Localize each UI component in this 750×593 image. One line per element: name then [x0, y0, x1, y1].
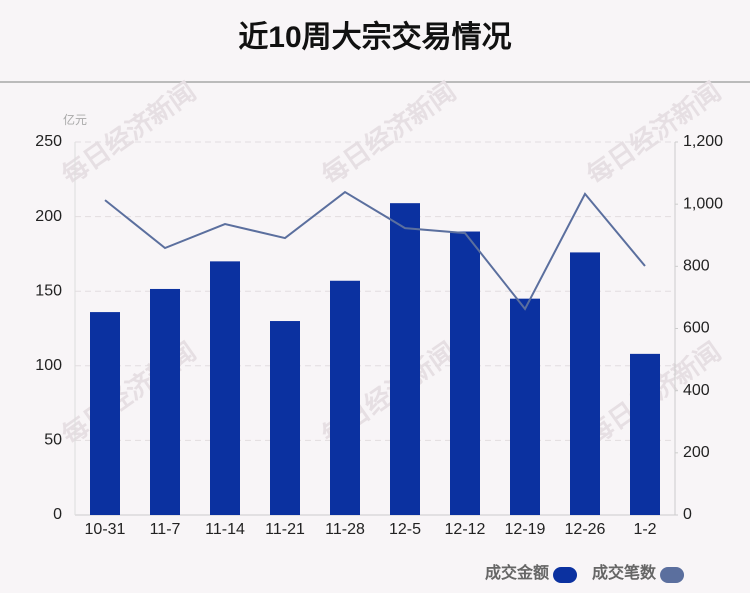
line: [104, 190, 646, 311]
watermark: 每日经济新闻: [316, 76, 461, 190]
y-tick-label: 100: [35, 357, 62, 374]
y-tick-label: 200: [35, 208, 62, 225]
legend-label: 成交笔数: [592, 563, 657, 582]
x-tick-label: 12-12: [445, 521, 486, 538]
y-tick-label: 150: [35, 282, 62, 299]
y-unit: 亿元: [63, 112, 87, 127]
y-tick-label: 50: [44, 432, 62, 449]
x-tick-label: 1-2: [633, 521, 656, 538]
bar: [270, 321, 300, 515]
y-tick-label: 0: [53, 506, 62, 523]
x-tick-label: 12-19: [505, 521, 546, 538]
x-tick-label: 11-7: [150, 521, 181, 538]
x-tick-label: 11-14: [205, 521, 245, 538]
bar: [510, 298, 540, 515]
watermark: 每日经济新闻: [56, 76, 201, 190]
bar: [390, 203, 420, 515]
bar: [210, 261, 240, 515]
y2-tick-label: 1,000: [683, 195, 723, 212]
bar: [630, 353, 660, 515]
x-tick-label: 12-26: [565, 521, 606, 538]
header-bg: [0, 0, 750, 82]
bar: [450, 231, 480, 515]
y2-tick-label: 400: [683, 382, 710, 399]
bar: [150, 288, 180, 515]
x-tick-label: 12-5: [389, 521, 421, 538]
legend-swatch: [660, 567, 685, 583]
y-tick-label: 250: [35, 133, 62, 150]
y2-tick-label: 0: [683, 506, 692, 523]
legend-label: 成交金额: [485, 563, 549, 582]
y2-tick-label: 800: [683, 258, 710, 275]
bar: [90, 312, 120, 515]
x-tick-label: 11-28: [325, 521, 365, 538]
bar: [330, 280, 360, 515]
x-tick-label: 11-21: [265, 521, 305, 538]
y2-tick-label: 600: [683, 320, 710, 337]
x-tick-label: 10-31: [85, 521, 126, 538]
bar: [570, 252, 600, 515]
chart-title: 近10周大宗交易情况: [238, 20, 511, 54]
y2-tick-label: 200: [683, 444, 710, 461]
y2-tick-label: 1,200: [683, 133, 723, 150]
legend-swatch: [553, 567, 578, 583]
